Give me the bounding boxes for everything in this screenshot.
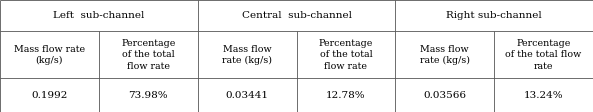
Text: Mass flow
rate (kg/s): Mass flow rate (kg/s) bbox=[222, 45, 272, 65]
Text: Percentage
of the total
flow rate: Percentage of the total flow rate bbox=[121, 39, 176, 71]
Text: 0.1992: 0.1992 bbox=[31, 91, 68, 100]
Text: Left  sub-channel: Left sub-channel bbox=[53, 11, 145, 20]
Text: Central  sub-channel: Central sub-channel bbox=[241, 11, 352, 20]
Text: 0.03566: 0.03566 bbox=[423, 91, 466, 100]
Text: 0.03441: 0.03441 bbox=[225, 91, 269, 100]
Text: Right sub-channel: Right sub-channel bbox=[447, 11, 542, 20]
Text: Mass flow rate
(kg/s): Mass flow rate (kg/s) bbox=[14, 45, 85, 65]
Text: 13.24%: 13.24% bbox=[524, 91, 563, 100]
Text: Percentage
of the total
flow rate: Percentage of the total flow rate bbox=[318, 39, 373, 71]
Text: 73.98%: 73.98% bbox=[129, 91, 168, 100]
Text: 12.78%: 12.78% bbox=[326, 91, 366, 100]
Text: Percentage
of the total flow
rate: Percentage of the total flow rate bbox=[505, 39, 582, 71]
Text: Mass flow
rate (kg/s): Mass flow rate (kg/s) bbox=[420, 45, 470, 65]
